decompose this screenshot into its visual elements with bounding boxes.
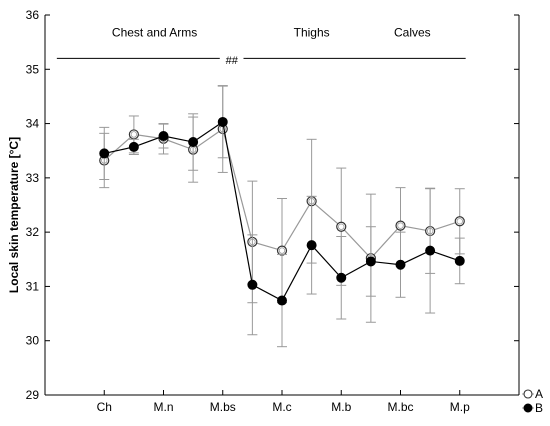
data-point-filled bbox=[128, 141, 139, 152]
legend-label: B bbox=[535, 401, 543, 415]
data-point-open-inner bbox=[338, 223, 345, 230]
legend-label: A bbox=[535, 387, 543, 401]
data-point-filled bbox=[99, 148, 110, 159]
x-tick-label: M.c bbox=[272, 400, 291, 414]
data-point-open-inner bbox=[278, 247, 286, 254]
legend-item-B: B bbox=[522, 401, 543, 415]
series-layer bbox=[99, 85, 465, 348]
data-point-filled bbox=[247, 279, 258, 290]
x-tick-label: M.n bbox=[153, 400, 173, 414]
y-tick-label: 32 bbox=[26, 225, 40, 239]
data-point-filled bbox=[158, 131, 169, 142]
y-tick-label: 29 bbox=[26, 388, 40, 402]
group-label: Thighs bbox=[294, 26, 330, 40]
x-tick-label: M.b bbox=[331, 400, 351, 414]
y-tick-label: 33 bbox=[26, 171, 40, 185]
y-axis-title: Local skin temperature [°C] bbox=[7, 137, 21, 293]
y-tick-label: 36 bbox=[26, 8, 40, 22]
y-tick-label: 30 bbox=[26, 334, 40, 348]
data-point-open-inner bbox=[456, 218, 463, 225]
data-point-open-inner bbox=[397, 222, 404, 229]
group-label: Chest and Arms bbox=[112, 26, 197, 40]
significance-marker: ## bbox=[226, 55, 239, 67]
data-point-filled bbox=[217, 116, 228, 127]
y-tick-label: 31 bbox=[26, 279, 40, 293]
data-point-filled bbox=[365, 256, 376, 267]
x-tick-label: Ch bbox=[97, 400, 112, 414]
y-tick-label: 35 bbox=[26, 62, 40, 76]
legend: AB bbox=[522, 387, 543, 415]
data-point-filled bbox=[336, 272, 347, 283]
legend-marker-filled bbox=[523, 403, 533, 413]
x-tick-label: M.bs bbox=[210, 400, 236, 414]
y-tick-label: 34 bbox=[26, 117, 40, 131]
data-point-filled bbox=[188, 137, 199, 148]
data-point-filled bbox=[454, 255, 465, 266]
data-point-filled bbox=[306, 240, 317, 251]
legend-item-A: A bbox=[522, 387, 543, 401]
group-label: Calves bbox=[394, 26, 431, 40]
series-B bbox=[99, 85, 465, 348]
axes-layer: 29 30 31 32 33 34 35 36 Ch M.n M.bs M.c M.b M.bc M.p bbox=[26, 8, 520, 414]
annotation-layer: Chest and Arms Thighs Calves ## bbox=[56, 26, 466, 67]
data-point-filled bbox=[425, 245, 436, 256]
x-tick-label: M.p bbox=[450, 400, 470, 414]
legend-marker-open bbox=[523, 389, 533, 399]
data-point-filled bbox=[395, 259, 406, 270]
data-point-open-inner bbox=[130, 131, 138, 138]
series-A bbox=[99, 85, 465, 323]
x-tick-label: M.bc bbox=[387, 400, 413, 414]
data-point-filled bbox=[277, 295, 287, 306]
